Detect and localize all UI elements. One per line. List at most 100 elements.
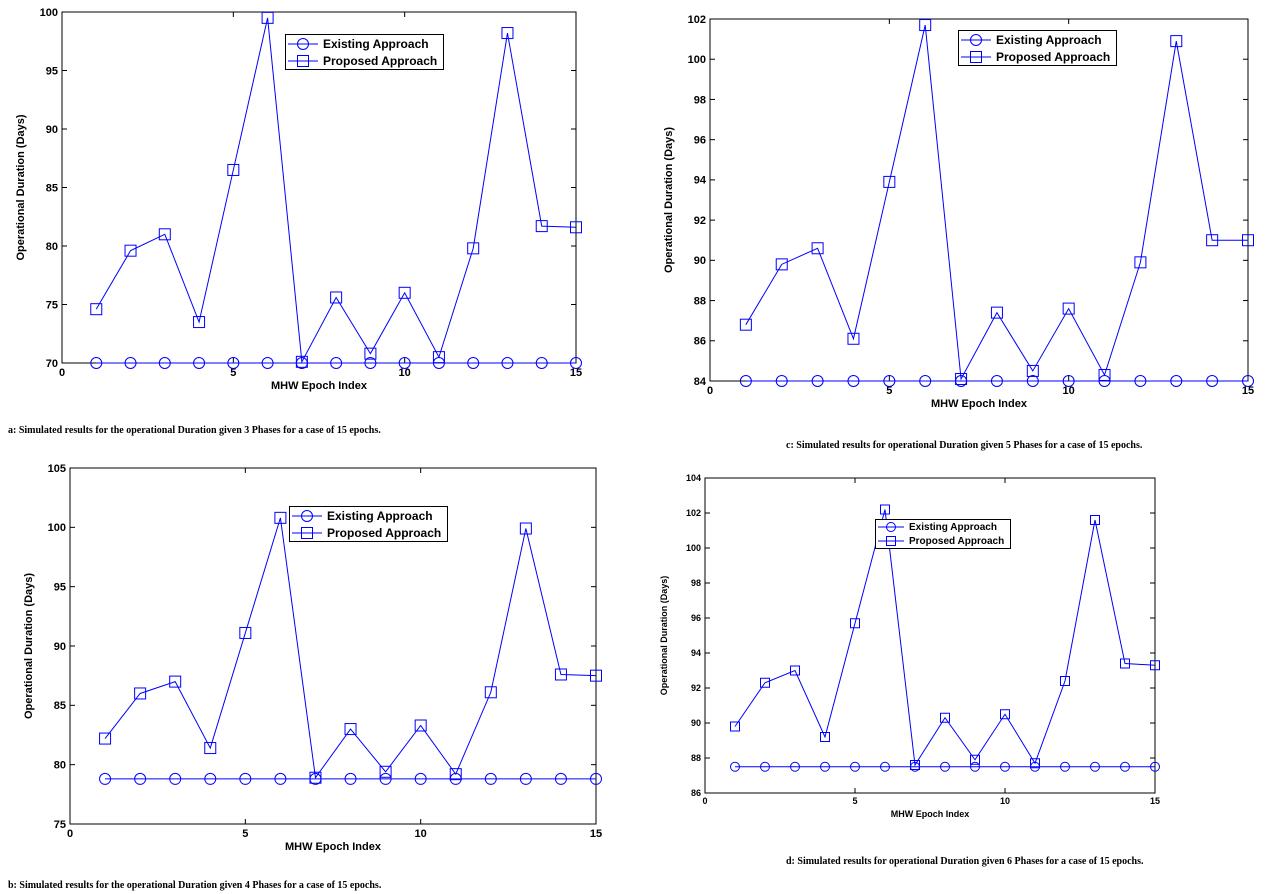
- data-point-existing: [484, 772, 497, 785]
- x-axis-label: MHW Epoch Index: [931, 398, 1028, 410]
- y-tick-label: 94: [691, 648, 701, 658]
- caption-a: a: Simulated results for the operational…: [8, 425, 381, 436]
- data-point-existing: [344, 772, 357, 785]
- y-tick-label: 86: [691, 788, 701, 798]
- y-tick-label: 96: [691, 613, 701, 623]
- x-axis-label: MHW Epoch Index: [891, 809, 970, 819]
- data-point-proposed: [1206, 234, 1219, 247]
- data-point-proposed: [169, 675, 182, 688]
- data-point-existing: [820, 761, 830, 772]
- data-point-proposed: [1098, 368, 1111, 381]
- data-point-proposed: [1026, 364, 1039, 377]
- data-point-existing: [1150, 761, 1160, 772]
- data-point-existing: [501, 357, 514, 369]
- data-point-proposed: [730, 721, 740, 732]
- data-point-existing: [364, 357, 377, 369]
- y-tick-label: 84: [694, 376, 707, 388]
- x-tick-label: 15: [590, 828, 602, 840]
- data-point-existing: [169, 772, 182, 785]
- y-tick-label: 88: [694, 295, 706, 307]
- data-point-existing: [467, 357, 480, 369]
- data-point-existing: [1090, 761, 1100, 772]
- data-point-proposed: [414, 719, 427, 732]
- data-point-proposed: [940, 712, 950, 723]
- y-tick-label: 95: [46, 65, 58, 77]
- caption-b: b: Simulated results for the operational…: [8, 880, 382, 891]
- data-point-existing: [730, 761, 740, 772]
- chart-panel-d: 0 5 10 15 86 88 90 92 94 96 98 100 102 104 MHW Epoch I…: [650, 450, 1265, 870]
- data-point-proposed: [955, 372, 968, 385]
- data-point-proposed: [811, 242, 824, 255]
- y-tick-label: 88: [691, 753, 701, 763]
- data-point-proposed: [309, 771, 322, 784]
- y-tick-label: 90: [694, 255, 706, 267]
- data-point-proposed: [820, 732, 830, 742]
- legend-label-proposed: Proposed Approach: [909, 535, 1005, 547]
- y-tick-label: 85: [54, 700, 66, 712]
- legend-c: Existing Approach Proposed Approach: [958, 30, 1118, 66]
- data-point-proposed: [99, 732, 112, 745]
- x-tick-label: 0: [67, 828, 73, 840]
- data-point-existing: [1000, 761, 1010, 772]
- x-tick-label: 5: [242, 828, 248, 840]
- y-tick-label: 95: [54, 582, 66, 594]
- data-point-proposed: [344, 723, 357, 736]
- data-point-existing: [99, 772, 112, 785]
- series-line-proposed: [734, 509, 1156, 767]
- caption-d: d: Simulated results for operational Dur…: [786, 856, 1144, 867]
- data-point-existing: [414, 772, 427, 785]
- data-point-existing: [134, 772, 147, 785]
- data-point-existing: [590, 772, 602, 785]
- data-point-proposed: [1150, 660, 1160, 671]
- y-tick-label: 98: [694, 94, 706, 106]
- legend-label-existing: Existing Approach: [909, 521, 997, 533]
- data-point-existing: [193, 357, 206, 369]
- data-point-existing: [398, 357, 411, 369]
- data-point-proposed: [554, 668, 567, 681]
- y-tick-label: 75: [54, 819, 66, 831]
- data-point-proposed: [449, 768, 462, 781]
- legend-label-proposed: Proposed Approach: [323, 53, 438, 68]
- x-tick-label: 10: [1063, 385, 1075, 397]
- y-tick-label: 100: [40, 7, 58, 19]
- x-tick-label: 0: [59, 367, 65, 379]
- x-axis-label: MHW Epoch Index: [271, 380, 368, 392]
- legend-circle-marker-icon: [288, 37, 318, 50]
- caption-c: c: Simulated results for operational Dur…: [786, 440, 1143, 451]
- data-point-proposed: [847, 332, 860, 345]
- chart-panel-a: 0 5 10 15 70 75 80 85 90 95 100 MHW Epoch Index Oper…: [0, 0, 600, 400]
- data-point-existing: [919, 375, 932, 387]
- y-tick-label: 80: [54, 760, 66, 772]
- x-tick-label: 10: [415, 828, 427, 840]
- data-point-existing: [760, 761, 770, 772]
- data-point-proposed: [1242, 234, 1254, 247]
- data-point-existing: [1062, 375, 1075, 387]
- y-tick-label: 100: [688, 54, 706, 66]
- x-tick-label: 0: [702, 796, 707, 806]
- data-point-existing: [124, 357, 137, 369]
- data-point-existing: [1206, 375, 1219, 387]
- data-point-proposed: [467, 242, 480, 255]
- legend-entry-existing: Existing Approach: [286, 35, 443, 52]
- y-tick-label: 86: [694, 336, 706, 348]
- y-tick-label: 92: [691, 683, 701, 693]
- y-tick-label: 70: [46, 358, 58, 370]
- data-point-proposed: [227, 163, 240, 176]
- data-point-proposed: [330, 291, 343, 304]
- y-tick-label: 90: [54, 641, 66, 653]
- y-axis-label: Operational Duration (Days): [23, 573, 35, 719]
- data-point-proposed: [970, 754, 980, 765]
- legend-square-marker-icon: [961, 50, 991, 63]
- y-tick-label: 80: [46, 241, 58, 253]
- data-point-proposed: [775, 258, 788, 271]
- data-point-proposed: [274, 511, 287, 524]
- data-point-existing: [158, 357, 171, 369]
- data-point-existing: [790, 761, 800, 772]
- y-tick-label: 90: [691, 718, 701, 728]
- data-point-existing: [847, 375, 860, 387]
- legend-circle-marker-icon: [292, 509, 322, 522]
- x-tick-label: 15: [570, 367, 582, 379]
- data-point-proposed: [158, 228, 171, 241]
- x-tick-label: 5: [852, 796, 857, 806]
- data-point-existing: [330, 357, 343, 369]
